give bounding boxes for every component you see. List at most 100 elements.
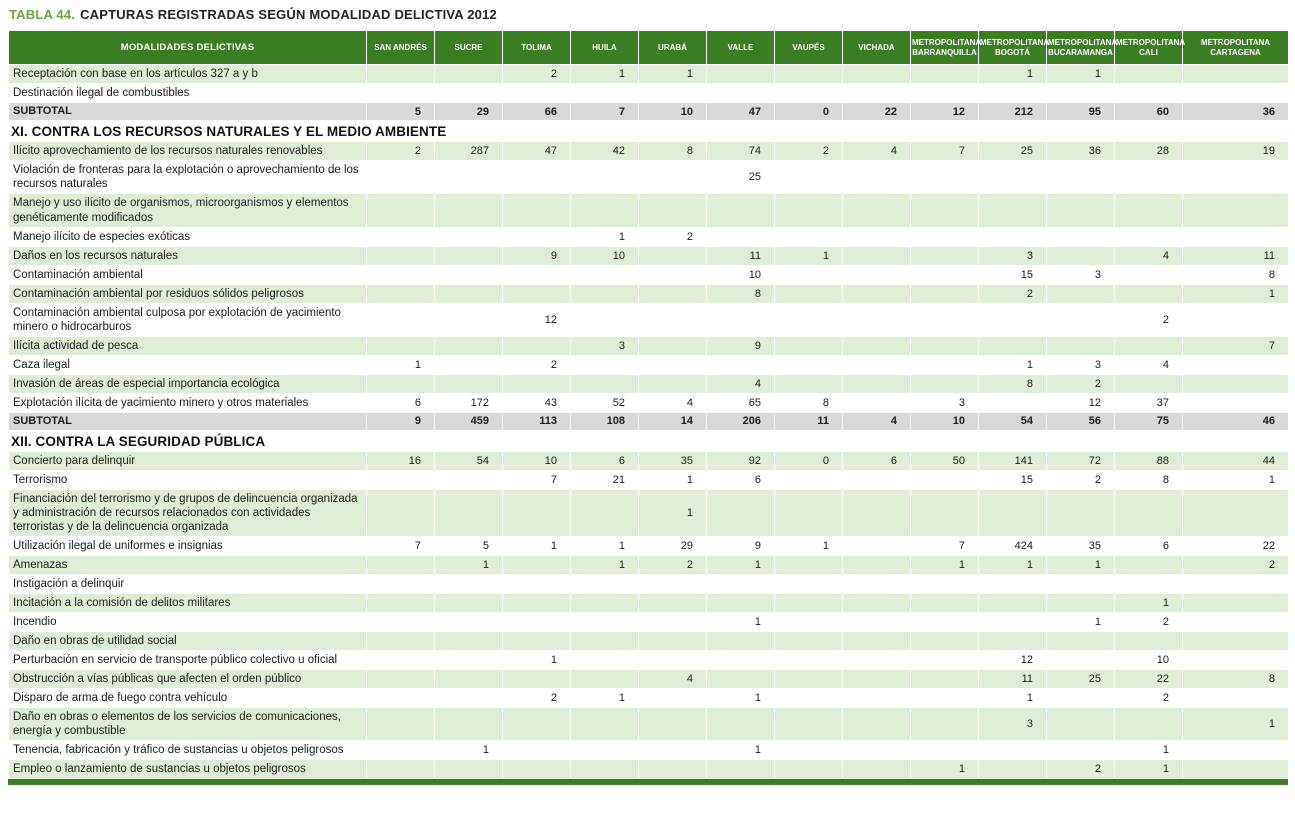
- cell: [842, 740, 911, 761]
- cell: 1: [1046, 612, 1115, 633]
- cell: 1: [366, 354, 435, 375]
- cell: [1114, 160, 1183, 195]
- row-label: Terrorismo: [8, 470, 367, 491]
- cell: 1: [706, 612, 775, 633]
- cell: [978, 631, 1047, 652]
- cell: 66: [502, 102, 571, 122]
- cell: [502, 631, 571, 652]
- cell: [434, 593, 503, 614]
- cell: 4: [1114, 354, 1183, 375]
- cell: 1: [1046, 555, 1115, 576]
- cell: [366, 593, 435, 614]
- cell: 206: [706, 411, 775, 432]
- cell: [842, 489, 911, 538]
- cell: [434, 688, 503, 709]
- cell: [978, 226, 1047, 247]
- cell: 1: [570, 536, 639, 557]
- cell: 6: [842, 451, 911, 472]
- cell: 12: [910, 102, 979, 122]
- cell: 4: [638, 669, 707, 690]
- cell: 1: [910, 555, 979, 576]
- cell: [774, 193, 843, 228]
- cell: [1114, 373, 1183, 394]
- cell: [434, 193, 503, 228]
- cell: [502, 226, 571, 247]
- cell: [570, 160, 639, 195]
- cell: [1182, 354, 1289, 375]
- cell: 19: [1182, 141, 1289, 162]
- cell: [842, 707, 911, 742]
- table-number: TABLA 44.: [9, 7, 76, 22]
- cell: [434, 574, 503, 595]
- cell: 2: [1114, 612, 1183, 633]
- cell: 2: [1182, 555, 1289, 576]
- cell: 9: [706, 536, 775, 557]
- row-label: Explotación ilícita de yacimiento minero…: [8, 392, 367, 413]
- cell: [910, 63, 979, 85]
- cell: [366, 759, 435, 780]
- cell: [910, 302, 979, 337]
- table-row: Daños en los recursos naturales 9 10 11 1 3 4 1…: [8, 245, 1289, 266]
- cell: [774, 555, 843, 576]
- cell: [570, 707, 639, 742]
- cell: 2: [1046, 759, 1115, 780]
- cell: [502, 373, 571, 394]
- cell: 15: [978, 264, 1047, 285]
- cell: 3: [570, 335, 639, 356]
- cell: 108: [570, 411, 639, 432]
- cell: [638, 574, 707, 595]
- cell: [910, 740, 979, 761]
- cell: 1: [434, 555, 503, 576]
- cell: [570, 373, 639, 394]
- cell: [1046, 489, 1115, 538]
- cell: 2: [638, 555, 707, 576]
- cell: 8: [706, 283, 775, 304]
- cell: 10: [638, 102, 707, 122]
- cell: [706, 226, 775, 247]
- row-label: Obstrucción a vías públicas que afecten …: [8, 669, 367, 690]
- cell: [1046, 226, 1115, 247]
- cell: 37: [1114, 392, 1183, 413]
- cell: [638, 264, 707, 285]
- cell: [842, 574, 911, 595]
- subtotal-row: SUBTOTAL 5 29 66 7 10 47 0 22 12 212 95 60 36: [8, 102, 1289, 122]
- cell: [842, 612, 911, 633]
- cell: [842, 83, 911, 104]
- cell: [1046, 650, 1115, 671]
- cell: [570, 283, 639, 304]
- table-row: Daño en obras de utilidad social: [8, 631, 1289, 652]
- section-row: XII. CONTRA LA SEGURIDAD PÚBLICA: [8, 430, 1289, 453]
- row-label: Instigación a delinquir: [8, 574, 367, 595]
- cell: [366, 245, 435, 266]
- cell: [774, 264, 843, 285]
- cell: 1: [502, 536, 571, 557]
- row-label: Disparo de arma de fuego contra vehículo: [8, 688, 367, 709]
- cell: [1114, 707, 1183, 742]
- cell: 7: [1182, 335, 1289, 356]
- row-label: Contaminación ambiental por residuos sól…: [8, 283, 367, 304]
- cell: 212: [978, 102, 1047, 122]
- cell: 10: [910, 411, 979, 432]
- table-row: Concierto para delinquir 16 54 10 6 35 92 0 6 50 1…: [8, 451, 1289, 472]
- cell: 1: [910, 759, 979, 780]
- cell: [638, 759, 707, 780]
- cell: 4: [706, 373, 775, 394]
- cell: 42: [570, 141, 639, 162]
- cell: [1114, 283, 1183, 304]
- cell: [502, 669, 571, 690]
- cell: [1182, 688, 1289, 709]
- table-row: Destinación ilegal de combustibles: [8, 83, 1289, 104]
- row-label: SUBTOTAL: [8, 102, 367, 122]
- cell: 1: [502, 650, 571, 671]
- cell: 1: [1114, 740, 1183, 761]
- row-label: Utilización ilegal de uniformes e insign…: [8, 536, 367, 557]
- cell: [570, 302, 639, 337]
- cell: [638, 193, 707, 228]
- cell: [978, 574, 1047, 595]
- cell: 7: [366, 536, 435, 557]
- cell: 7: [910, 141, 979, 162]
- cell: [1046, 631, 1115, 652]
- cell: 1: [1114, 759, 1183, 780]
- cell: [434, 669, 503, 690]
- cell: 28: [1114, 141, 1183, 162]
